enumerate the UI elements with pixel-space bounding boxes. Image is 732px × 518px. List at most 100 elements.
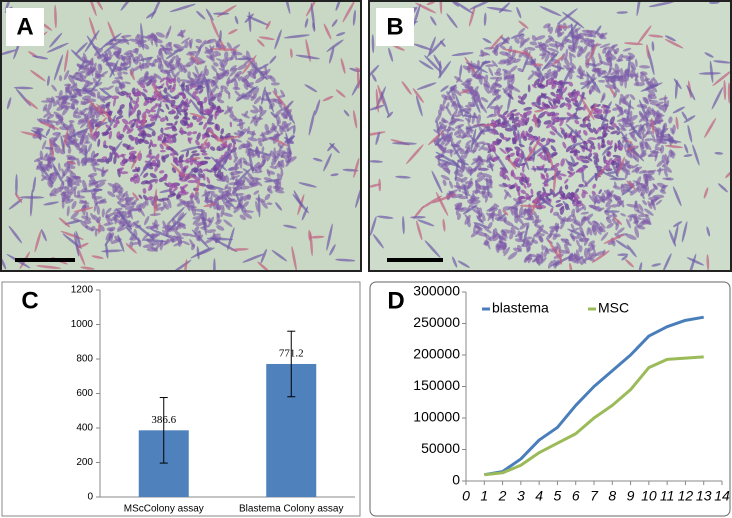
cell [275, 152, 286, 159]
cell [627, 52, 635, 57]
cell [536, 141, 545, 148]
cell [158, 49, 164, 60]
cell [182, 101, 190, 108]
cell [340, 57, 346, 74]
cell [445, 163, 450, 175]
cell [191, 204, 197, 217]
cell [452, 101, 458, 111]
cell [642, 199, 648, 206]
cell [530, 188, 534, 196]
cell [185, 150, 190, 158]
cell [617, 253, 629, 257]
cell [195, 222, 205, 227]
cell [174, 120, 178, 126]
cell [569, 262, 573, 270]
cell [151, 159, 157, 167]
cell [216, 71, 227, 76]
cell [472, 143, 479, 154]
cell [485, 64, 496, 67]
cell [233, 149, 237, 159]
cell [157, 133, 164, 141]
cell [635, 176, 642, 187]
cell [212, 78, 219, 86]
cell [651, 107, 656, 118]
cell [439, 2, 443, 15]
cell [84, 113, 89, 120]
cell [518, 155, 524, 166]
cell [506, 112, 512, 118]
cell [216, 145, 221, 151]
cell [562, 200, 570, 211]
cell [42, 104, 48, 112]
cell [453, 2, 474, 14]
cell [270, 111, 277, 118]
cell [494, 152, 509, 173]
cell [29, 69, 46, 82]
cell [335, 89, 346, 98]
cell [609, 61, 613, 74]
cell [121, 158, 126, 164]
cell [553, 168, 557, 193]
cell [580, 37, 590, 43]
cell [535, 105, 544, 110]
cell [165, 76, 172, 85]
cell [668, 229, 677, 247]
cell [656, 101, 664, 105]
cell [113, 207, 123, 212]
cell [704, 52, 714, 58]
cell [520, 148, 530, 171]
y-tick-label: 250000 [413, 314, 460, 330]
cell [63, 191, 70, 202]
cell [38, 118, 47, 125]
cell [659, 189, 667, 194]
cell [633, 219, 640, 224]
cell [478, 191, 487, 195]
y-tick-label: 50000 [421, 440, 460, 456]
cell [591, 190, 596, 196]
cell [492, 128, 499, 135]
cell [166, 135, 175, 139]
cell [527, 73, 535, 81]
cell [206, 38, 216, 44]
cell [178, 45, 185, 52]
cell [606, 44, 615, 54]
cell [440, 137, 447, 147]
cell [142, 187, 147, 194]
cell [122, 190, 128, 198]
cell [525, 236, 533, 240]
cell [469, 166, 478, 175]
cell [519, 179, 524, 186]
cell [200, 138, 208, 150]
cell [207, 199, 217, 205]
cell [178, 33, 185, 38]
cell [195, 38, 203, 44]
cell [483, 12, 487, 26]
cell [375, 131, 380, 146]
cell [154, 165, 159, 172]
cell [533, 135, 539, 140]
cell [161, 154, 170, 160]
cell [686, 84, 696, 101]
cell [111, 79, 120, 84]
cell [322, 95, 334, 102]
cell [570, 53, 576, 58]
cell [517, 119, 525, 127]
cell [167, 84, 172, 90]
cell [143, 215, 150, 226]
cell [214, 50, 222, 56]
cell [507, 251, 518, 260]
cell [355, 185, 360, 209]
cell [203, 203, 217, 208]
cell [113, 151, 120, 159]
cell [570, 257, 577, 264]
cell [182, 93, 187, 99]
cell [97, 138, 101, 148]
cell [514, 37, 520, 44]
cell [148, 114, 157, 119]
cell [192, 71, 198, 78]
cell [402, 215, 405, 235]
value-label: 386.6 [151, 414, 176, 426]
cell [213, 12, 230, 15]
cell [116, 227, 127, 232]
cell [451, 117, 457, 123]
